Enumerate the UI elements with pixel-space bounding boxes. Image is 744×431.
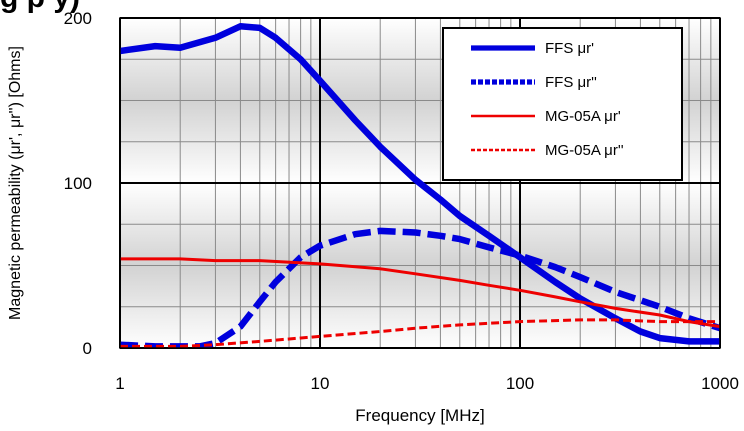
legend-label: FFS μr'	[545, 40, 594, 57]
y-tick-label: 100	[64, 174, 92, 193]
series-line-2	[120, 257, 720, 329]
series-line-0	[120, 23, 720, 345]
y-tick-label: 0	[83, 339, 92, 358]
plot-frame	[119, 17, 721, 349]
legend-label: MG-05A μr''	[545, 142, 624, 159]
y-tick-label: 200	[64, 9, 92, 28]
chart-title-fragment: g p y)	[0, 0, 80, 15]
legend: FFS μr' FFS μr'' MG-05A μr' MG-05A μr''	[442, 27, 683, 181]
x-tick-label: 100	[506, 374, 534, 393]
x-axis-label: Frequency [MHz]	[355, 406, 484, 425]
x-tick-label: 1	[115, 374, 124, 393]
series-layer	[120, 23, 720, 348]
x-tick-label: 10	[311, 374, 330, 393]
series-line-3	[120, 318, 720, 348]
x-tick-labels: 1 10 100 1000	[115, 374, 739, 393]
x-tick-label: 1000	[701, 374, 739, 393]
y-axis-label: Magnetic permeability (μr', μr'') [Ohms]	[7, 46, 24, 320]
y-tick-labels: 0 100 200	[64, 9, 92, 358]
legend-label: MG-05A μr'	[545, 108, 621, 125]
legend-label: FFS μr''	[545, 74, 597, 91]
legend-box	[442, 27, 683, 181]
